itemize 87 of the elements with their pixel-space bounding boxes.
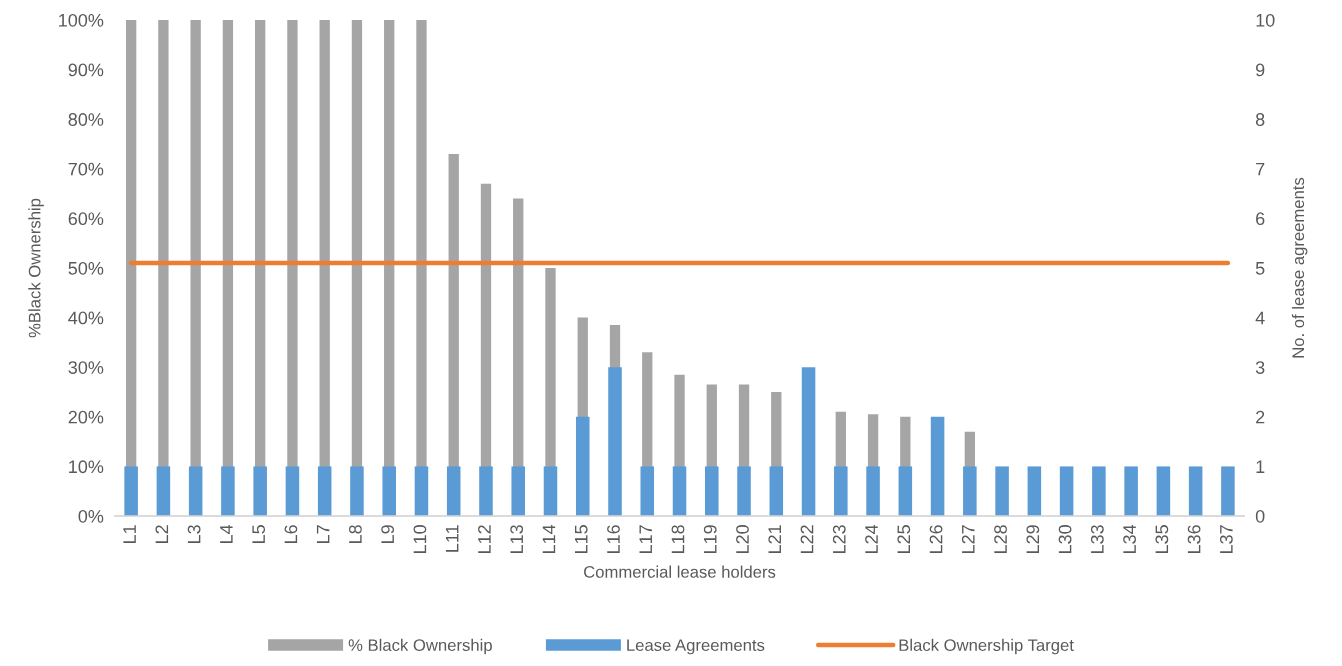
x-tick-label: L13 [510,525,524,553]
bar [1092,466,1106,517]
x-tick-label: L8 [349,525,362,543]
bar [124,466,138,517]
bar [317,466,332,517]
x-tick-label: L34 [1123,524,1136,553]
x-tick-label: L16 [607,525,620,553]
bar [479,466,493,517]
x-tick-label: L35 [1155,525,1169,553]
y-tick-label: 20% [68,410,104,424]
y2-tick-label: 10 [1256,13,1275,27]
x-tick-label: L25 [897,525,911,553]
x-tick-label: L29 [1026,525,1040,553]
y2-axis-title: No. of lease agreements [1291,177,1308,358]
bar [382,466,396,517]
bar [1027,466,1042,517]
x-tick-label: L28 [994,525,1007,553]
y2-tick-label: 9 [1255,63,1265,77]
y-tick-label: 50% [68,261,104,275]
y2-tick-label: 4 [1255,311,1265,325]
x-tick-label: L17 [639,525,652,553]
bar [350,466,364,517]
bar [414,466,429,517]
y-tick-label: 100% [59,13,104,27]
y2-tick-label: 8 [1255,113,1265,126]
x-tick-label: L3 [187,525,201,543]
y-tick-label: 0% [78,509,104,523]
bar [253,466,267,517]
x-tick-label: L33 [1090,525,1104,553]
x-axis-title: Commercial lease holders [584,565,776,578]
bar [1156,466,1171,517]
bar [1221,466,1235,517]
y2-tick-label: 0 [1255,509,1265,523]
y-tick-label: 40% [68,311,104,325]
x-tick-label: L10 [413,525,427,553]
x-tick-label: L4 [220,524,233,543]
y2-tick-label: 5 [1255,262,1265,275]
y-axis-title: %Black Ownership [28,198,44,338]
legend-label: Black Ownership Target [899,638,1074,655]
x-tick-label: L6 [284,525,298,543]
bar [285,466,300,517]
x-tick-label: L27 [961,525,975,553]
legend-label: Lease Agreements [627,639,765,655]
x-tick-label: L5 [252,525,266,543]
bar [1124,466,1138,517]
bar [801,367,816,517]
x-tick-label: L15 [575,525,588,553]
y-tick-label: 70% [68,162,104,176]
legend-label: % Black Ownership [348,638,492,655]
x-tick-label: L37 [1219,525,1233,553]
x-tick-label: L11 [445,525,459,552]
y-tick-label: 30% [68,361,104,374]
bar [221,466,235,517]
bar [1059,466,1074,517]
x-tick-label: L20 [736,525,749,553]
bar [511,466,526,517]
bar [543,466,558,517]
x-tick-label: L14 [542,524,556,553]
y2-tick-label: 7 [1256,162,1265,176]
x-tick-label: L36 [1187,525,1201,553]
x-tick-label: L9 [381,525,395,543]
x-tick-label: L26 [929,525,943,553]
y-tick-label: 80% [68,113,104,126]
bar [930,416,945,517]
bar [188,466,203,517]
x-tick-label: L12 [478,525,491,553]
x-tick-label: L7 [316,525,330,543]
bar [1188,466,1203,517]
x-tick-label: L22 [800,525,814,553]
y2-tick-label: 1 [1256,460,1265,473]
x-tick-label: L2 [155,525,169,543]
y-tick-label: 10% [69,460,104,474]
y-tick-label: 90% [68,63,104,77]
x-tick-label: L23 [832,525,846,553]
x-tick-label: L21 [768,525,781,553]
bar [995,466,1009,517]
x-tick-label: L1 [123,525,136,543]
x-tick-label: L19 [703,525,717,553]
x-tick-label: L24 [865,524,878,553]
x-tick-label: L30 [1058,525,1072,553]
y2-tick-label: 3 [1255,361,1265,374]
bar [156,466,171,517]
x-tick-label: L18 [671,525,685,553]
y-tick-label: 60% [68,212,104,226]
y2-tick-label: 6 [1256,212,1265,226]
y2-tick-label: 2 [1256,410,1265,424]
bar [446,466,461,517]
